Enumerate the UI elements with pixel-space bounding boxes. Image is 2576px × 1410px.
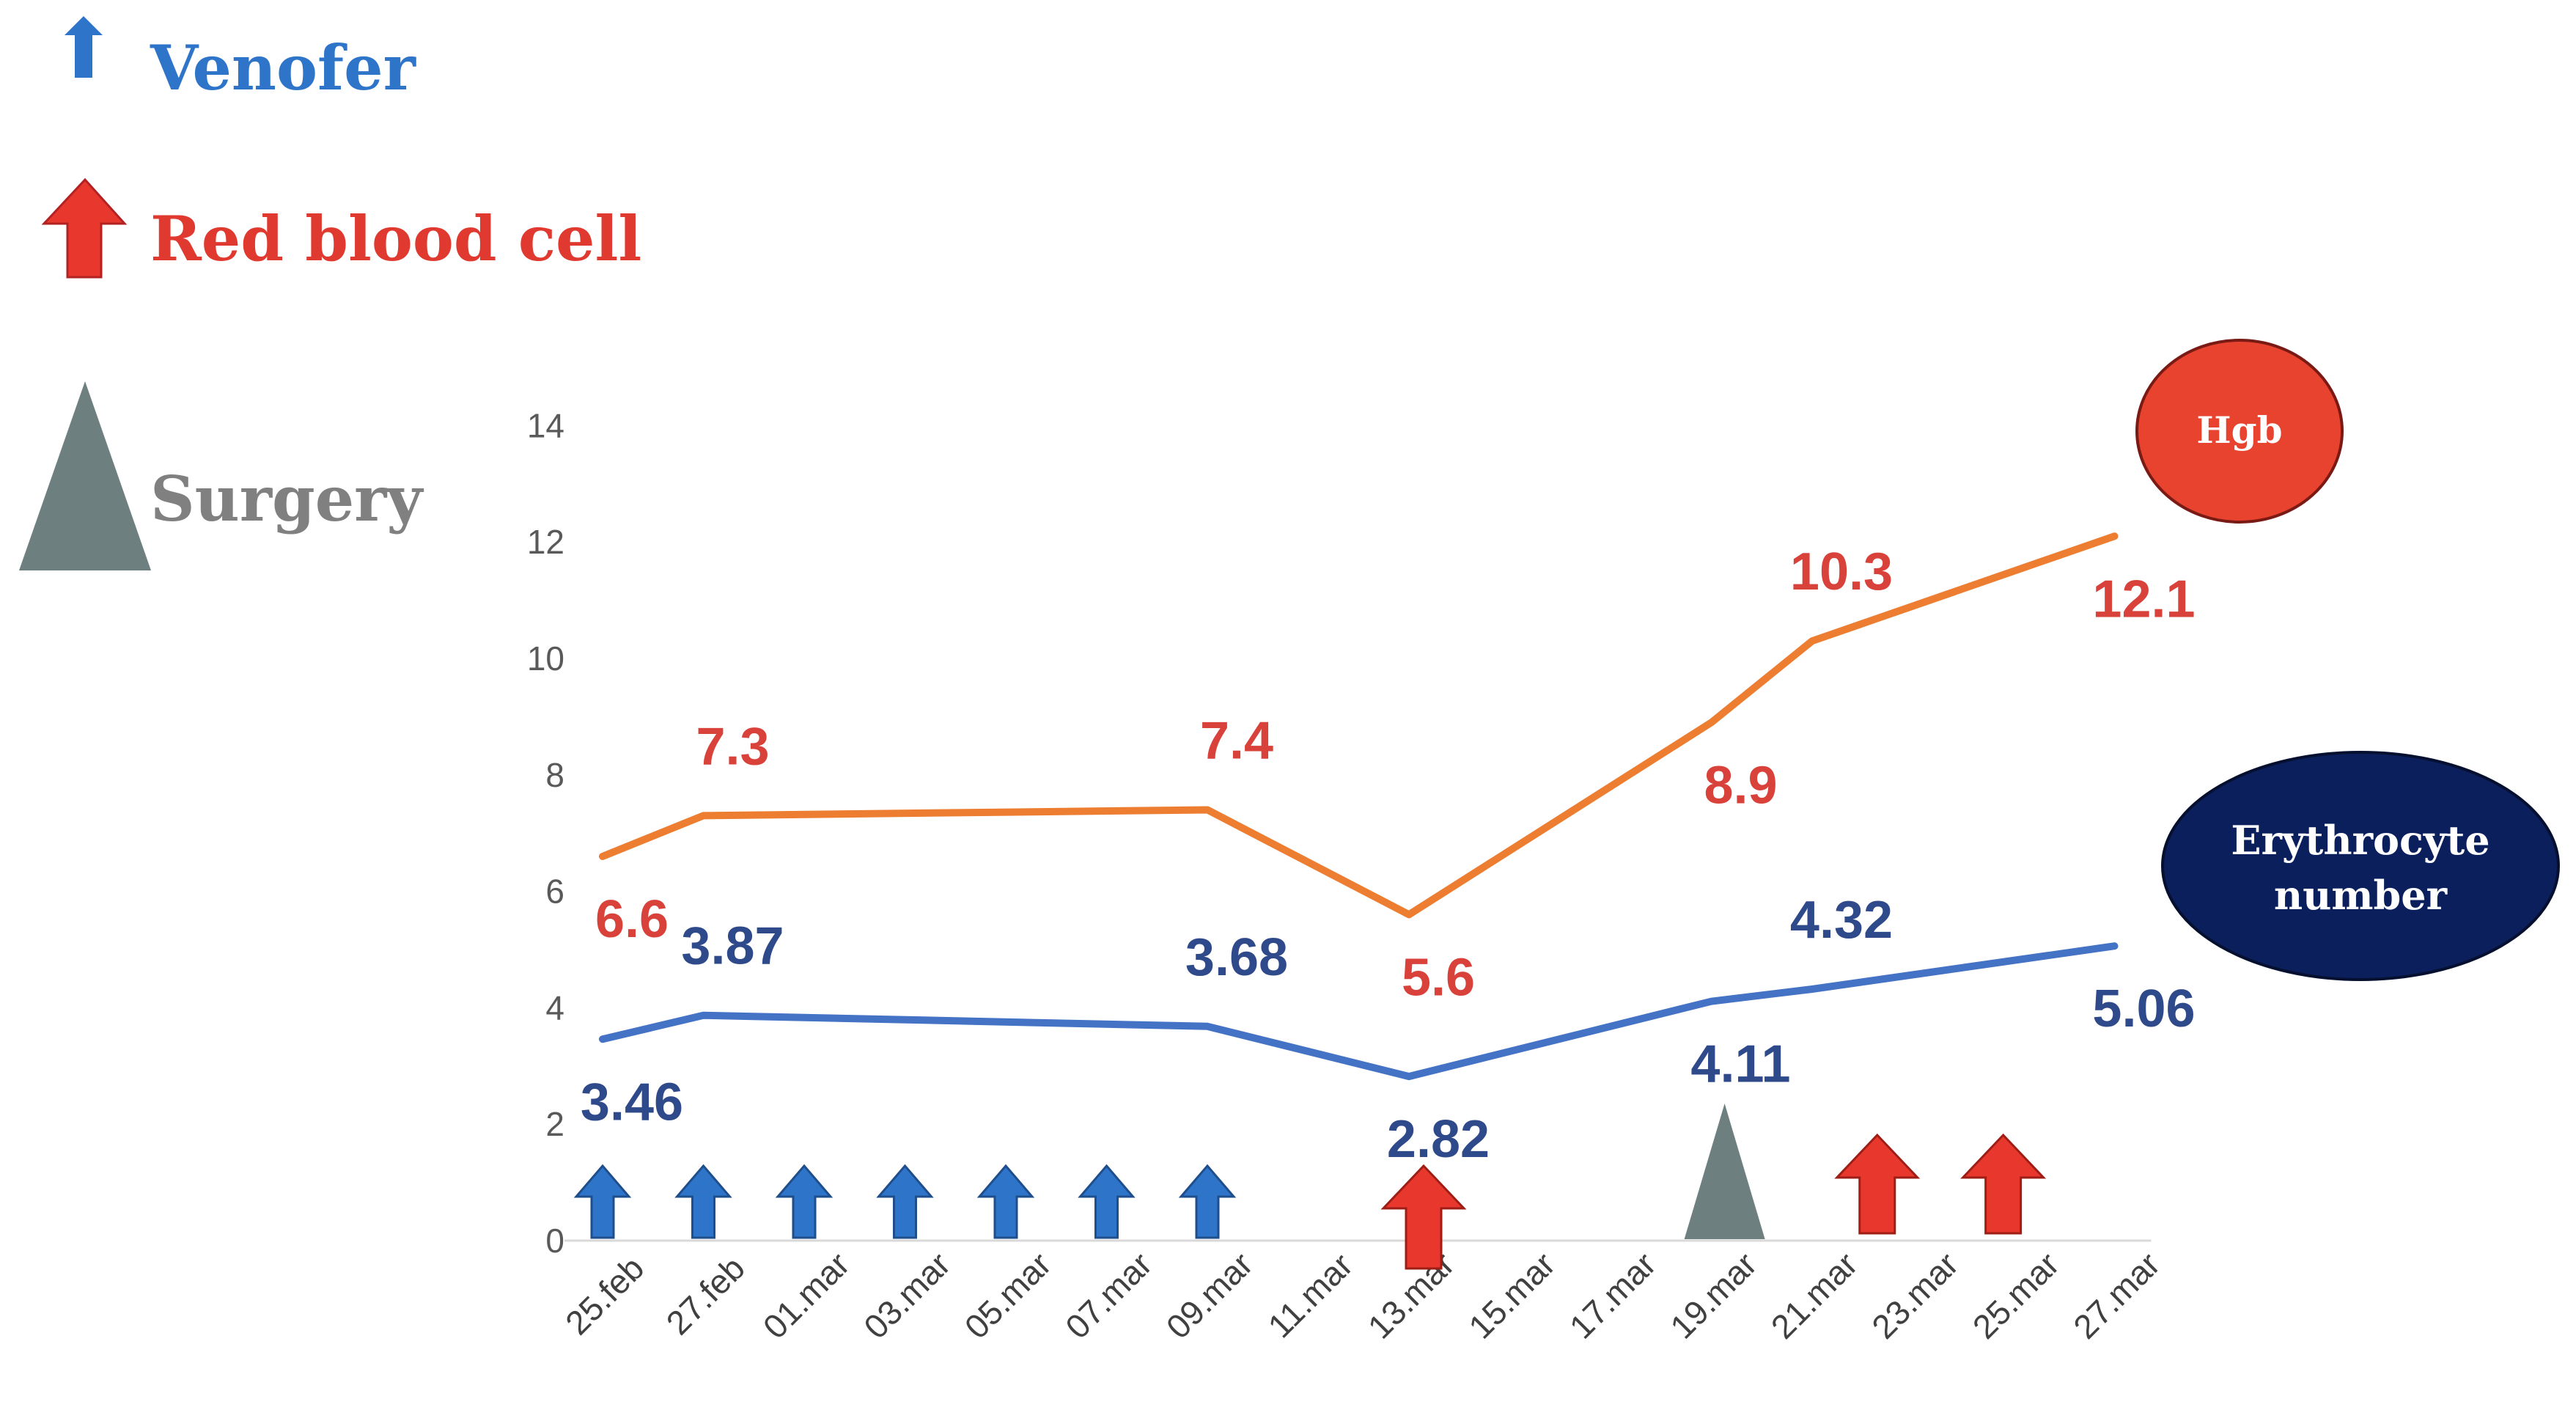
x-tick-label: 27.feb [659, 1249, 752, 1342]
venofer-arrow-icon [876, 1164, 934, 1239]
erythrocyte-badge-line2: number [2274, 872, 2448, 919]
erythrocyte-data-label: 3.87 [681, 917, 784, 976]
x-tick-label: 05.mar [957, 1245, 1059, 1346]
erythrocyte-data-label: 3.68 [1185, 928, 1288, 987]
hgb-badge: Hgb [2135, 339, 2344, 524]
rbc-arrow-icon [1960, 1133, 2047, 1235]
x-tick-label: 19.mar [1663, 1245, 1764, 1346]
hgb-data-label: 7.3 [696, 717, 769, 776]
venofer-arrow-icon [775, 1164, 833, 1239]
x-tick-label: 11.mar [1260, 1246, 1360, 1345]
event-markers [573, 1104, 2047, 1270]
x-tick-label: 03.mar [856, 1245, 957, 1346]
surgery-legend-label: Surgery [150, 463, 424, 535]
x-tick-label: 01.mar [756, 1245, 857, 1346]
hgb-badge-label: Hgb [2196, 408, 2282, 452]
rbc-arrow-icon [1380, 1164, 1467, 1270]
y-tick-label: 2 [545, 1105, 564, 1143]
y-tick-label: 4 [545, 988, 564, 1027]
venofer-legend-label: Venofer [150, 32, 417, 104]
x-tick-label: 25.mar [1965, 1245, 2067, 1346]
erythrocyte-badge-line1: Erythrocyte [2231, 817, 2489, 864]
hgb-data-label: 12.1 [2092, 570, 2195, 628]
venofer-arrow-icon [976, 1164, 1035, 1239]
x-tick-label: 23.mar [1864, 1245, 1965, 1346]
erythrocyte-data-label: 3.46 [581, 1073, 683, 1131]
venofer-arrow-icon [1178, 1164, 1237, 1239]
y-tick-label: 10 [527, 639, 564, 678]
y-tick-label: 0 [545, 1222, 564, 1260]
x-tick-label: 17.mar [1562, 1245, 1663, 1346]
venofer-arrow-icon [1078, 1164, 1136, 1239]
series-lines [599, 532, 2119, 1081]
surgery-legend-icon [19, 381, 151, 570]
venofer-arrow-icon [573, 1164, 632, 1239]
hgb-data-label: 6.6 [595, 890, 669, 949]
erythrocyte-data-label: 4.32 [1790, 891, 1893, 950]
hgb-data-label: 10.3 [1790, 543, 1893, 601]
x-tick-label: 21.mar [1764, 1245, 1865, 1346]
hgb-data-label: 8.9 [1704, 756, 1777, 815]
y-tick-label: 12 [527, 523, 564, 561]
erythrocyte-line [599, 942, 2119, 1081]
erythrocyte-badge: Erythrocyte number [2161, 751, 2560, 981]
x-tick-label: 25.feb [558, 1249, 651, 1342]
legend: Venofer Red blood cell Surgery [19, 16, 641, 570]
venofer-legend-icon [65, 16, 103, 78]
rbc-arrow-icon [1834, 1133, 1921, 1235]
axes: 0 2 4 6 8 10 12 14 25.feb 27.feb 01.mar 03.mar 05.ma… [527, 406, 2167, 1345]
y-tick-label: 6 [545, 873, 564, 911]
x-tick-label: 27.mar [2066, 1245, 2167, 1346]
rbc-legend-icon [41, 177, 128, 279]
hgb-line [599, 532, 2119, 919]
data-labels: 6.6 7.3 7.4 5.6 8.9 10.3 12.1 3.46 3.87 3.68 2.82 4… [581, 543, 2196, 1169]
x-tick-label: 07.mar [1058, 1245, 1159, 1346]
surgery-triangle-icon [1684, 1104, 1765, 1239]
venofer-arrow-icon [674, 1164, 732, 1239]
erythrocyte-data-label: 4.11 [1690, 1035, 1790, 1094]
rbc-legend-label: Red blood cell [150, 202, 641, 275]
hgb-data-label: 7.4 [1200, 711, 1273, 770]
x-tick-label: 15.mar [1461, 1245, 1562, 1346]
x-tick-label: 09.mar [1159, 1245, 1260, 1346]
hgb-data-label: 5.6 [1402, 948, 1475, 1007]
erythrocyte-data-label: 5.06 [2092, 980, 2195, 1038]
y-tick-label: 8 [545, 756, 564, 794]
erythrocyte-data-label: 2.82 [1387, 1110, 1490, 1169]
y-tick-label: 14 [527, 406, 564, 444]
